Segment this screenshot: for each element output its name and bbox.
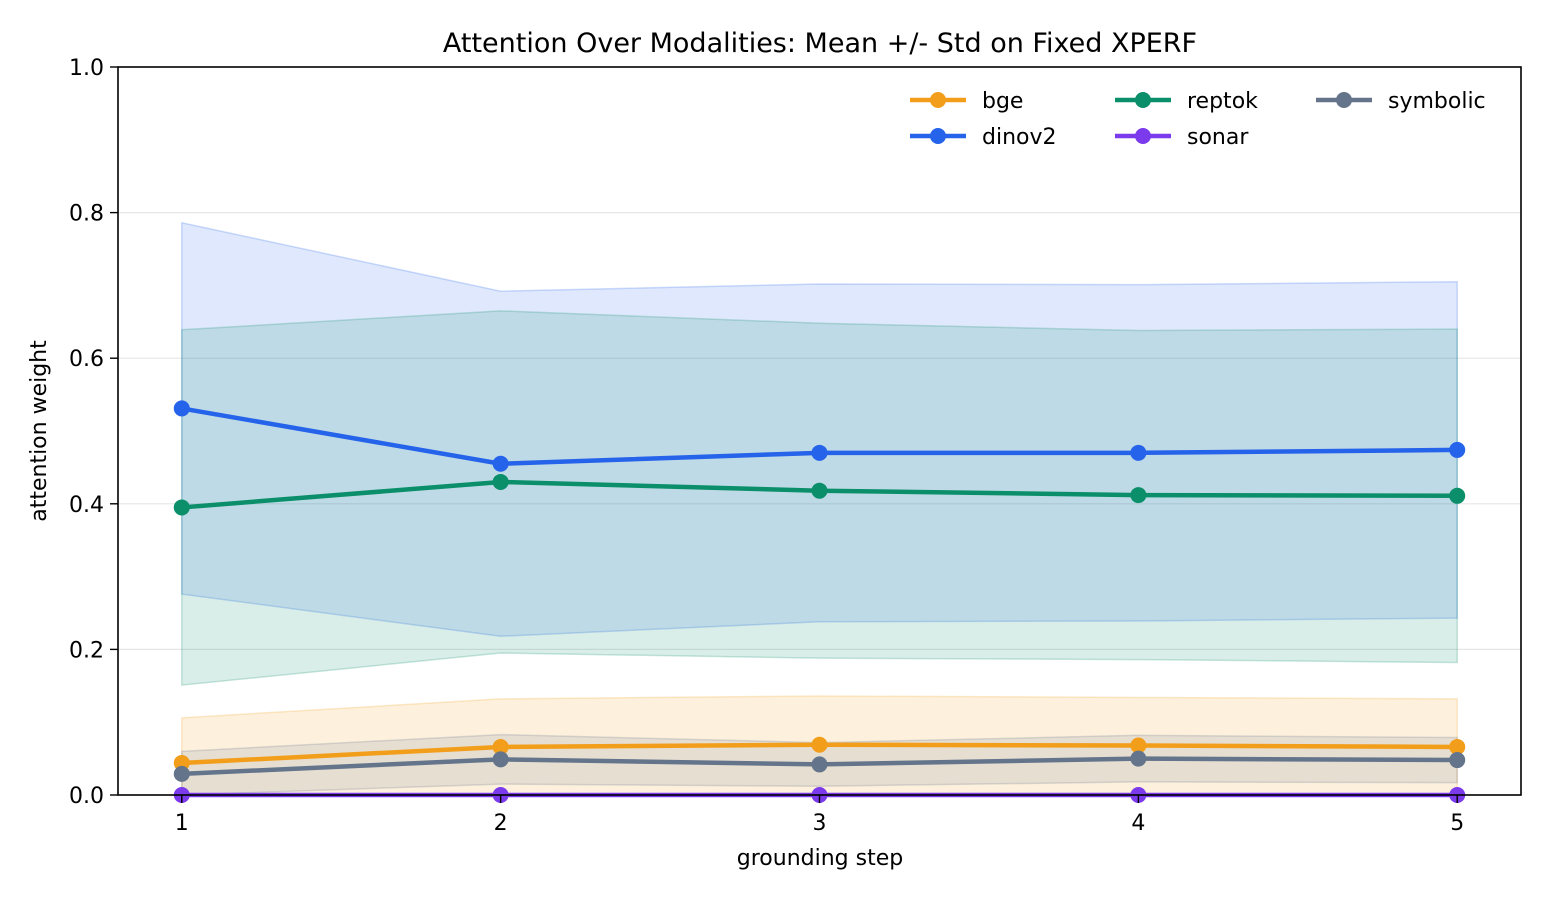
legend-marker-reptok <box>1135 92 1151 108</box>
y-tick-label: 0.4 <box>69 493 104 518</box>
x-axis: 1 2 3 4 5 <box>175 795 1464 836</box>
data-point-symbolic <box>811 756 828 773</box>
legend-item-bge: bge <box>910 89 1023 114</box>
data-point-symbolic <box>492 751 509 768</box>
data-point-symbolic <box>173 765 190 782</box>
legend-label-dinov2: dinov2 <box>982 125 1057 150</box>
legend-item-reptok: reptok <box>1115 89 1258 114</box>
y-tick-label: 0.6 <box>69 347 104 372</box>
data-point-bge <box>492 738 509 755</box>
data-point-bge <box>1449 738 1466 755</box>
y-axis-label: attention weight <box>27 340 52 522</box>
data-point-bge <box>1130 737 1147 754</box>
data-point-dinov2 <box>492 455 509 472</box>
data-point-reptok <box>1130 487 1147 504</box>
data-point-symbolic <box>1449 752 1466 769</box>
legend-label-reptok: reptok <box>1187 89 1258 114</box>
data-point-reptok <box>492 473 509 490</box>
legend-marker-sonar <box>1135 128 1151 144</box>
chart-title: Attention Over Modalities: Mean +/- Std … <box>443 28 1197 59</box>
legend-marker-bge <box>930 92 946 108</box>
x-tick-label: 1 <box>175 811 189 836</box>
legend-label-bge: bge <box>982 89 1023 114</box>
legend-marker-symbolic <box>1336 92 1352 108</box>
legend-item-dinov2: dinov2 <box>910 125 1057 150</box>
legend-item-symbolic: symbolic <box>1316 89 1486 114</box>
legend-item-sonar: sonar <box>1115 125 1249 150</box>
legend-marker-dinov2 <box>930 128 946 144</box>
x-tick-label: 5 <box>1450 811 1464 836</box>
legend-label-symbolic: symbolic <box>1388 89 1486 114</box>
data-point-dinov2 <box>173 400 190 417</box>
data-point-bge <box>811 736 828 753</box>
legend: bge dinov2 reptok sonar symbolic <box>910 89 1486 150</box>
x-axis-label: grounding step <box>737 846 903 871</box>
data-point-reptok <box>811 482 828 499</box>
x-tick-label: 2 <box>494 811 508 836</box>
y-tick-label: 0.2 <box>69 638 104 663</box>
x-tick-label: 4 <box>1131 811 1145 836</box>
y-tick-label: 0.8 <box>69 202 104 227</box>
band-layer <box>181 221 1458 796</box>
data-point-dinov2 <box>811 444 828 461</box>
y-tick-label: 0.0 <box>69 784 104 809</box>
data-point-reptok <box>1449 487 1466 504</box>
y-tick-label: 1.0 <box>69 56 104 81</box>
std-band-dinov2 <box>181 221 1458 638</box>
y-axis: 0.0 0.2 0.4 0.6 0.8 1.0 <box>69 56 118 809</box>
data-point-dinov2 <box>1449 441 1466 458</box>
grid-layer <box>118 212 1521 651</box>
data-point-dinov2 <box>1130 444 1147 461</box>
legend-label-sonar: sonar <box>1187 125 1249 150</box>
x-tick-label: 3 <box>813 811 827 836</box>
data-point-reptok <box>173 499 190 516</box>
data-point-symbolic <box>1130 750 1147 767</box>
